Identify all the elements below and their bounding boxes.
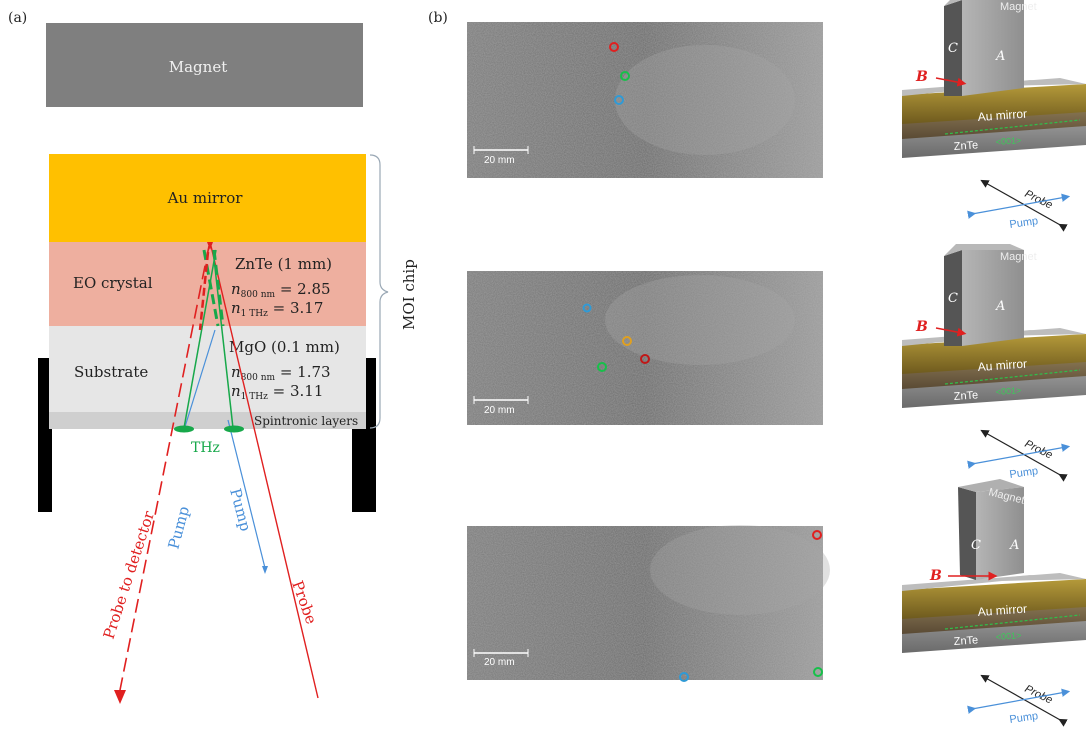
znte-label: ZnTe (1 mm)	[235, 255, 332, 273]
magnet-block	[46, 23, 363, 107]
marker-green-1	[620, 71, 630, 81]
moi-image-3: 20 mm	[467, 525, 830, 682]
probe-to-detector-label: Probe to detector	[100, 508, 159, 641]
thz-dashed-2	[212, 249, 225, 327]
sketch-b-arrow: B	[915, 319, 928, 335]
marker-red-2	[640, 354, 650, 364]
moi-chip-bracket	[369, 154, 389, 429]
moi-chip-label: MOI chip	[400, 259, 418, 330]
sketch-face-a: A	[1009, 538, 1019, 553]
thz-spot-left	[174, 425, 194, 433]
marker-orange-2	[622, 336, 632, 346]
mgo-n800-sub: 800 nm	[241, 373, 276, 383]
sketches-group: Magnet C A B Au mirror ZnTe <001> Spintr…	[902, 0, 1086, 727]
spintronic-label: Spintronic layers	[254, 414, 358, 428]
thz-spot-right	[224, 425, 244, 433]
marker-green-2	[597, 362, 607, 372]
stack-sketch-2: Magnet C A B Au mirror ZnTe <001> Spintr…	[902, 244, 1086, 482]
substrate-label: Substrate	[74, 363, 148, 381]
sketch-spintronic-label: Spintronic emitter	[959, 152, 1053, 172]
marker-blue-2	[582, 303, 592, 313]
sketch-znte-axis: <001>	[995, 135, 1021, 147]
mgo-n1-value: = 3.11	[268, 382, 324, 400]
znte-n1thz: n1 THz = 3.17	[231, 299, 323, 319]
probe-out-arrowhead	[114, 690, 126, 704]
au-mirror-label: Au mirror	[167, 189, 244, 207]
sketch-pump-label: Pump	[1009, 710, 1039, 726]
znte-n800-value: = 2.85	[275, 280, 331, 298]
sketch-znte-label: ZnTe	[953, 389, 978, 403]
probe-reflect-point	[207, 242, 213, 250]
sketch-magnet-label: Magnet	[1000, 251, 1037, 263]
probe-in-beam	[210, 245, 319, 699]
znte-n800-symbol: n	[231, 280, 241, 298]
pump-left-label: Pump	[164, 504, 193, 551]
probe-label: Probe	[288, 578, 320, 626]
sketch-pump-label: Pump	[1009, 215, 1039, 231]
sketch-face-c: C	[948, 291, 958, 306]
thz-dashed-1	[202, 249, 220, 327]
mgo-n800-symbol: n	[231, 363, 241, 381]
au-mirror-layer	[49, 154, 366, 242]
sketch-znte-axis: <001>	[995, 385, 1021, 397]
znte-n800: n800 nm = 2.85	[231, 280, 331, 300]
mgo-label: MgO (0.1 mm)	[229, 338, 340, 356]
stack-sketch-1: Magnet C A B Au mirror ZnTe <001> Spintr…	[902, 0, 1086, 232]
sketch-b-arrow: B	[915, 69, 928, 85]
moi-image-1: 20 mm	[467, 22, 823, 178]
znte-n800-sub: 800 nm	[241, 290, 276, 300]
pump-right-label: Pump	[226, 486, 255, 533]
sketch-znte-label: ZnTe	[953, 634, 978, 648]
probe-in-crystal	[198, 251, 210, 331]
sketch-face-a: A	[995, 299, 1005, 314]
scale-bar-2: 20 mm	[484, 405, 515, 416]
substrate-layer	[49, 326, 366, 412]
thz-beam-right	[212, 249, 234, 429]
mgo-n800-value: = 1.73	[275, 363, 331, 381]
panel-b-label: (b)	[428, 10, 448, 26]
sketch-spintronic-label: Spintronic emitter	[959, 647, 1053, 667]
sketch-znte-axis: <001>	[995, 630, 1021, 642]
holder-left-leg	[38, 358, 52, 512]
sketch-face-c: C	[971, 538, 981, 553]
sketch-au-mirror-label: Au mirror	[977, 602, 1027, 619]
magnet-label: Magnet	[169, 58, 227, 76]
znte-n1-symbol: n	[231, 299, 241, 317]
marker-red-3	[812, 530, 822, 540]
mgo-n1-sub: 1 THz	[241, 392, 268, 402]
znte-n1-value: = 3.17	[268, 299, 324, 317]
marker-green-3	[813, 667, 823, 677]
sketch-au-mirror	[902, 579, 1086, 619]
marker-blue-1	[614, 95, 624, 105]
sketch-magnet-label: Magnet	[1000, 1, 1037, 13]
mgo-n1thz: n1 THz = 3.11	[231, 382, 323, 402]
thz-label: THz	[191, 440, 220, 456]
marker-red-1	[609, 42, 619, 52]
sketch-spintronic-label: Spintronic emitter	[959, 402, 1053, 422]
mgo-n1-symbol: n	[231, 382, 241, 400]
sketch-face-c: C	[948, 41, 958, 56]
sketch-au-mirror-label: Au mirror	[977, 107, 1027, 124]
moi-image-2: 20 mm	[467, 271, 823, 425]
pump-left-beam	[183, 329, 216, 431]
panel-a-label: (a)	[8, 10, 27, 26]
scale-bar-1: 20 mm	[484, 155, 515, 166]
znte-n1-sub: 1 THz	[241, 309, 268, 319]
mgo-n800: n800 nm = 1.73	[231, 363, 331, 383]
pump-right-beam	[227, 419, 266, 569]
sketch-au-mirror-label: Au mirror	[977, 357, 1027, 374]
sketch-b-arrow: B	[929, 568, 942, 584]
eo-crystal-label: EO crystal	[73, 274, 153, 292]
sketch-znte-label: ZnTe	[953, 139, 978, 153]
sketch-pump-label: Pump	[1009, 465, 1039, 481]
pump-right-arrow	[262, 566, 268, 574]
probe-out-beam	[119, 245, 210, 691]
scale-bar-3: 20 mm	[484, 657, 515, 668]
marker-blue-3	[679, 672, 689, 682]
spintronic-layer	[49, 412, 366, 429]
stack-sketch-3: Magnet C A B Au mirror ZnTe <001> Spintr…	[902, 479, 1086, 727]
sketch-face-a: A	[995, 49, 1005, 64]
